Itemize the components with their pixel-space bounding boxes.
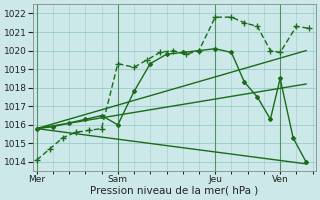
X-axis label: Pression niveau de la mer( hPa ): Pression niveau de la mer( hPa ) — [91, 186, 259, 196]
